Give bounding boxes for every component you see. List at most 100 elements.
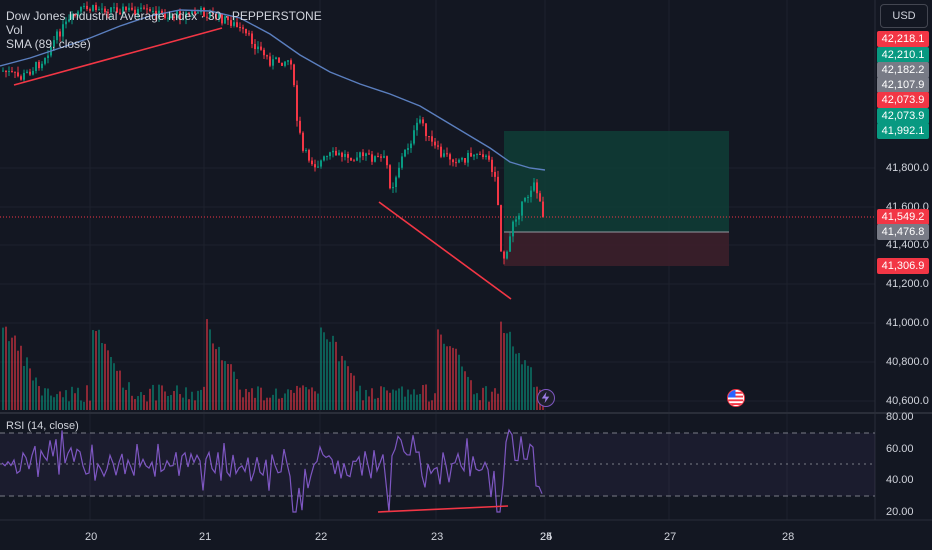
candle-body	[404, 149, 406, 157]
lightning-icon[interactable]	[537, 389, 555, 407]
volume-bar	[425, 384, 427, 410]
candle-body	[461, 158, 463, 160]
volume-bar	[164, 391, 166, 410]
volume-bar	[8, 341, 10, 410]
candle-body	[35, 61, 37, 71]
candle-body	[269, 56, 271, 66]
candle-body	[65, 21, 67, 25]
candle-body	[533, 182, 535, 191]
volume-bar	[428, 401, 430, 410]
volume-bar	[419, 393, 421, 410]
volume-bar	[29, 368, 31, 410]
candle-body	[212, 13, 214, 15]
candle-body	[470, 152, 472, 157]
volume-bar	[167, 395, 169, 410]
candle-body	[428, 136, 430, 138]
candle-body	[47, 55, 49, 59]
rsi-legend[interactable]: RSI (14, close)	[6, 420, 79, 432]
candle-body	[308, 150, 310, 161]
volume-bar	[500, 321, 502, 410]
candle-body	[506, 251, 508, 259]
candle-body	[539, 193, 541, 202]
volume-bar	[443, 343, 445, 410]
candle-body	[197, 12, 199, 14]
volume-bar	[365, 389, 367, 410]
candle-body	[497, 176, 499, 206]
candle-body	[137, 9, 139, 16]
volume-bar	[113, 363, 115, 410]
candle-body	[83, 5, 85, 7]
volume-bar	[314, 391, 316, 410]
volume-bar	[182, 397, 184, 410]
candle-body	[356, 157, 358, 161]
volume-bar	[503, 333, 505, 410]
candle-body	[227, 16, 229, 21]
candle-body	[542, 201, 544, 218]
volume-legend[interactable]: Vol	[6, 23, 23, 37]
volume-bar	[152, 384, 154, 410]
volume-bar	[515, 353, 517, 410]
volume-bar	[326, 339, 328, 410]
volume-bar	[506, 333, 508, 410]
volume-bar	[296, 385, 298, 410]
candle-body	[326, 156, 328, 158]
volume-bar	[299, 387, 301, 410]
rsi-trendline	[377, 505, 509, 513]
volume-bar	[227, 363, 229, 410]
candle-body	[296, 85, 298, 121]
candle-body	[494, 171, 496, 177]
volume-bar	[359, 385, 361, 410]
volume-bar	[476, 393, 478, 410]
volume-bar	[269, 397, 271, 410]
candle-body	[386, 156, 388, 166]
rsi-axis-label: 20.00	[886, 506, 914, 518]
sma-legend[interactable]: SMA (89, close)	[6, 37, 91, 51]
candle-body	[92, 5, 94, 11]
candle-body	[149, 9, 151, 11]
volume-bar	[260, 387, 262, 410]
volume-bar	[533, 387, 535, 410]
volume-bar	[398, 388, 400, 410]
candle-body	[407, 148, 409, 150]
volume-bar	[2, 327, 4, 410]
candle-body	[38, 61, 40, 69]
volume-bar	[272, 394, 274, 410]
candle-body	[350, 157, 352, 161]
price-tag: 42,182.2	[877, 62, 929, 78]
time-axis-label: 22	[315, 531, 328, 543]
currency-button[interactable]: USD	[880, 4, 928, 28]
volume-bar	[512, 346, 514, 410]
us-flag-icon[interactable]	[727, 389, 745, 407]
candle-body	[233, 22, 235, 26]
candle-body	[485, 155, 487, 158]
candle-body	[395, 177, 397, 188]
volume-bar	[143, 394, 145, 410]
symbol-title[interactable]: Dow Jones Industrial Average Index · 30 …	[6, 9, 322, 23]
candle-body	[53, 40, 55, 47]
volume-bar	[131, 395, 133, 410]
candle-body	[266, 55, 268, 57]
current-price-tag: 41,549.2	[877, 209, 929, 225]
candle-body	[299, 120, 301, 133]
candle-body	[425, 123, 427, 137]
candle-body	[374, 156, 376, 162]
volume-bar	[329, 341, 331, 410]
candle-body	[392, 187, 394, 189]
candle-body	[236, 22, 238, 28]
volume-bar	[239, 389, 241, 410]
time-axis-label-25: 25	[540, 531, 553, 543]
volume-bar	[248, 392, 250, 410]
volume-bar	[158, 384, 160, 410]
candle-body	[263, 49, 265, 56]
volume-bar	[233, 371, 235, 410]
volume-bar	[302, 385, 304, 410]
volume-bar	[431, 400, 433, 410]
volume-bar	[38, 386, 40, 410]
candle-body	[503, 251, 505, 259]
volume-bar	[188, 399, 190, 410]
volume-bar	[353, 375, 355, 410]
volume-bar	[122, 387, 124, 410]
volume-bar	[89, 400, 91, 410]
candle-body	[314, 164, 316, 168]
